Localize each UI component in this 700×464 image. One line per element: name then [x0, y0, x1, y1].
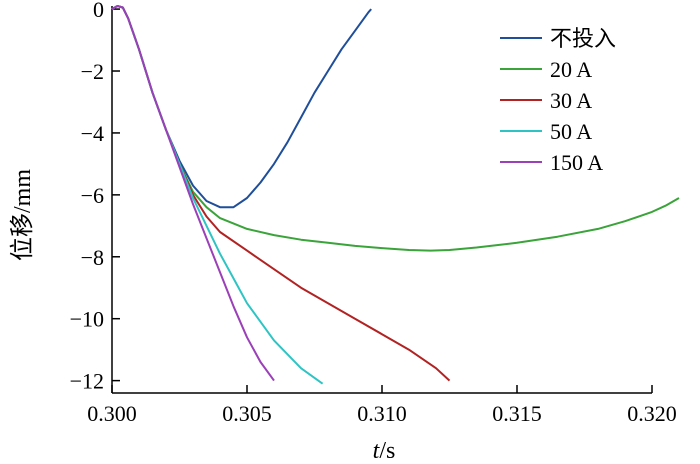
series-line-4 [111, 5, 275, 382]
x-tick-label: 0.315 [492, 401, 542, 426]
legend-label: 50 A [550, 119, 592, 144]
y-tick-label: −6 [81, 183, 104, 208]
y-tick-label: −4 [81, 121, 104, 146]
x-axis-label-unit: /s [379, 438, 395, 464]
legend-label: 不投入 [550, 26, 616, 51]
y-tick-label: 0 [93, 0, 104, 22]
legend: 不投入 20 A 30 A 50 A 150 A [500, 26, 616, 175]
x-tick-label: 0.305 [222, 401, 272, 426]
series-lines [111, 5, 680, 385]
y-tick-label: −10 [70, 307, 104, 332]
legend-label: 30 A [550, 88, 592, 113]
y-tick-label: −2 [81, 59, 104, 84]
legend-label: 150 A [550, 150, 603, 175]
x-axis-label-symbol: t [373, 438, 381, 464]
x-tick-label: 0.300 [87, 401, 137, 426]
series-line-2 [111, 5, 451, 382]
x-tick-label: 0.310 [357, 401, 407, 426]
series-line-0 [111, 5, 372, 209]
y-tick-label: −8 [81, 245, 104, 270]
x-tick-label: 0.320 [627, 401, 677, 426]
y-tick-label: −12 [70, 369, 104, 394]
x-axis-ticks: 0.300 0.305 0.310 0.315 0.320 [87, 385, 677, 426]
y-axis-label: 位移/mm [9, 169, 36, 261]
x-axis-label: t/s [373, 438, 396, 464]
y-axis-ticks: 0 −2 −4 −6 −8 −10 −12 [70, 0, 120, 394]
legend-label: 20 A [550, 57, 592, 82]
